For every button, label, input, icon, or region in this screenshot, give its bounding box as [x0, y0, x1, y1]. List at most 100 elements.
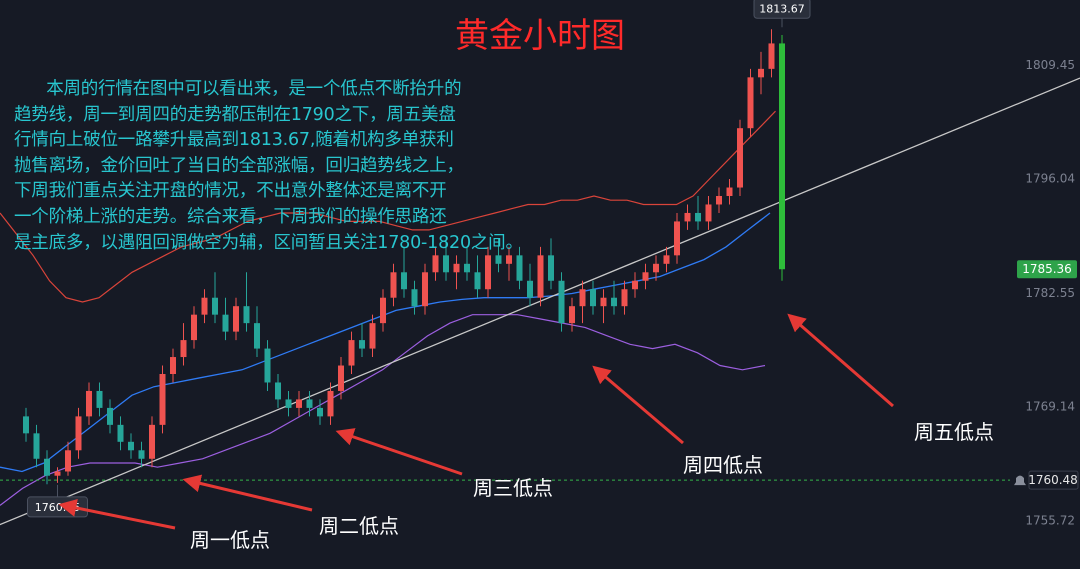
last-price-label: 1785.36 [1022, 262, 1072, 276]
candle-body [275, 382, 281, 400]
candle-body [548, 255, 554, 281]
candle-body [233, 306, 239, 332]
candle-body [726, 187, 733, 196]
candle-body [653, 263, 659, 273]
y-tick-label: 1769.14 [1025, 400, 1075, 414]
arrow-tuesday [182, 474, 313, 512]
candle-body [348, 340, 355, 366]
annotation-tuesday-low: 周二低点 [319, 514, 399, 538]
candle-body [296, 399, 302, 408]
candle-body [86, 390, 92, 417]
candle-body [464, 263, 470, 273]
candle-body [558, 280, 565, 324]
commentary-text: 本周的行情在图中可以看出来，是一个低点不断抬升的 趋势线，周一到周四的走势都压制… [14, 79, 523, 253]
candle-body [569, 306, 575, 324]
chart-title: 黄金小时图 [455, 16, 625, 56]
candle-body [632, 280, 638, 290]
candle-body [768, 43, 775, 69]
candle-body [432, 255, 439, 273]
candle-body [149, 424, 155, 459]
candle-body [201, 297, 208, 315]
candle-body [338, 365, 344, 391]
annotation-friday-low: 周五低点 [914, 420, 994, 444]
candle-body [621, 289, 628, 307]
candle-body [138, 450, 145, 459]
candle-body [443, 255, 449, 273]
candle-body [159, 374, 166, 425]
candle-body [54, 471, 61, 476]
y-tick-label: 1782.55 [1025, 286, 1075, 300]
candle-body [65, 450, 71, 472]
arrow-friday [787, 313, 894, 408]
candle-body [474, 272, 481, 290]
candle-body [737, 128, 743, 188]
candle-body [117, 424, 124, 442]
upper-band-line [0, 110, 776, 303]
candle-body [422, 272, 428, 307]
candle-body [75, 416, 82, 451]
candle-body [758, 68, 764, 78]
candle-body [527, 280, 533, 298]
candle-body [191, 314, 197, 341]
candle-body [33, 433, 40, 459]
candle-body [222, 314, 229, 332]
candle-body [747, 77, 754, 129]
candle-body [107, 407, 113, 425]
candle-body [380, 297, 386, 324]
candle-body [390, 272, 397, 298]
last-price-tag [1017, 260, 1077, 279]
candle-body [180, 340, 187, 358]
candle-body [495, 255, 502, 264]
candle-body [327, 390, 334, 417]
candle-body [411, 289, 418, 307]
candle-body [317, 407, 323, 417]
candle-body [516, 255, 523, 281]
candle-body [306, 399, 313, 408]
candle-body [600, 297, 607, 307]
low-line-price-label: 1760.48 [1028, 473, 1078, 487]
arrow-wednesday [335, 428, 463, 476]
candle-body [369, 323, 376, 349]
candle-body [684, 212, 691, 222]
candle-body [663, 255, 670, 264]
candle-body [128, 441, 134, 451]
candle-body [254, 323, 260, 349]
y-tick-label: 1809.45 [1025, 58, 1075, 72]
candle-body [642, 272, 649, 281]
low-line-tag [1028, 470, 1079, 490]
arrow-monday [58, 499, 176, 530]
y-tick-label: 1755.72 [1025, 513, 1075, 527]
annotation-wednesday-low: 周三低点 [473, 476, 553, 500]
alert-bell-icon [1014, 475, 1026, 486]
candle-body [485, 255, 491, 290]
candle-body [359, 340, 365, 349]
candle-body [779, 43, 785, 270]
y-tick-label: 1796.04 [1025, 172, 1075, 186]
candle-body [695, 212, 701, 222]
candle-body [590, 289, 596, 307]
candle-body [674, 221, 680, 256]
candle-body [243, 306, 250, 324]
candle-body [401, 272, 407, 290]
arrow-thursday [592, 365, 684, 445]
candle-body [611, 297, 617, 307]
candle-body [537, 255, 544, 298]
annotation-monday-low: 周一低点 [190, 528, 270, 552]
candle-body [23, 416, 29, 434]
candle-body [264, 348, 271, 383]
candle-body [96, 390, 103, 408]
candle-body [453, 263, 460, 273]
candle-body [506, 255, 512, 264]
candle-body [170, 357, 176, 374]
candle-body [705, 204, 712, 222]
candle-body [44, 458, 50, 476]
annotation-thursday-low: 周四低点 [683, 453, 763, 477]
candle-body [716, 196, 722, 205]
candle-body [285, 399, 292, 408]
lower-band-line [0, 314, 766, 506]
high-price-label: 1813.67 [759, 2, 805, 15]
candle-body [212, 297, 218, 315]
candle-body [579, 289, 586, 307]
